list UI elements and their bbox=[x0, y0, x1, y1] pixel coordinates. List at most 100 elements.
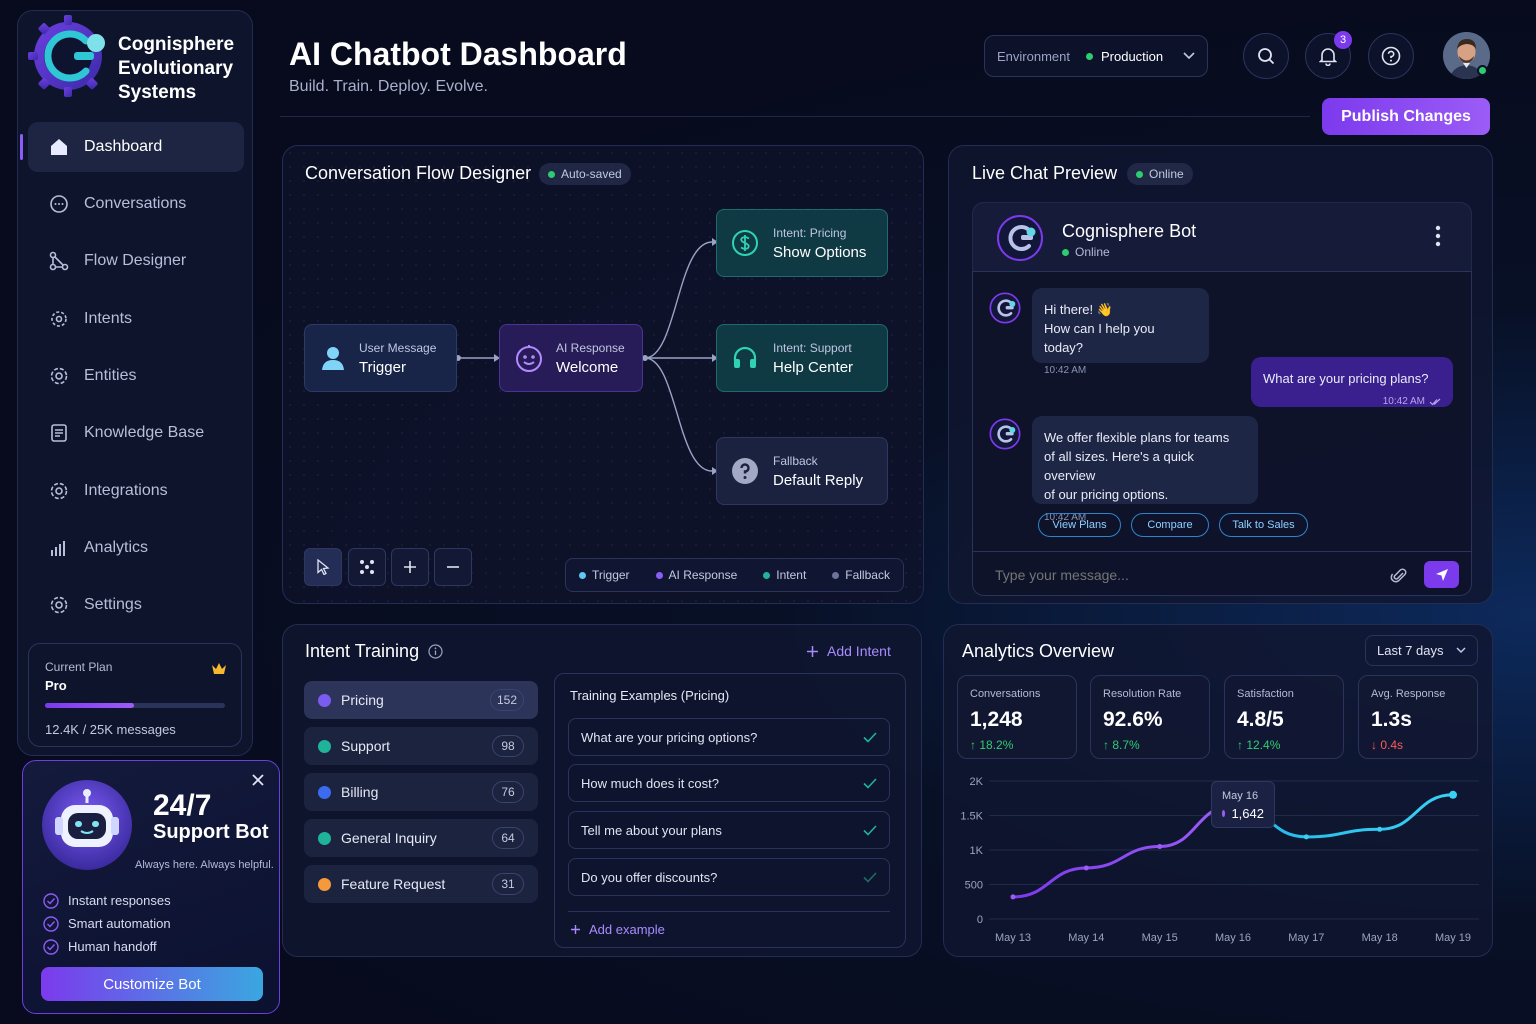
date-range-dropdown[interactable]: Last 7 days bbox=[1365, 635, 1478, 666]
user-avatar[interactable] bbox=[1443, 32, 1490, 79]
sidebar-item-label: Dashboard bbox=[84, 138, 163, 155]
page-title: AI Chatbot Dashboard bbox=[289, 36, 627, 72]
more-options-icon[interactable] bbox=[1434, 225, 1442, 247]
sidebar-item-label: Flow Designer bbox=[84, 252, 187, 269]
bell-icon bbox=[1319, 48, 1337, 66]
search-button[interactable] bbox=[1243, 33, 1289, 79]
send-button[interactable] bbox=[1424, 561, 1459, 588]
intent-count: 64 bbox=[492, 827, 524, 849]
flow-node-default-reply[interactable]: Fallback Default Reply bbox=[716, 437, 888, 505]
flow-node-help-center[interactable]: Intent: Support Help Center bbox=[716, 324, 888, 392]
bot-card-title: 24/7 bbox=[153, 789, 212, 822]
flow-node-welcome[interactable]: AI Response Welcome bbox=[499, 324, 643, 392]
intent-item-pricing[interactable]: Pricing 152 bbox=[304, 681, 538, 719]
stat-avg-response: Avg. Response 1.3s ↓ 0.4s bbox=[1358, 675, 1478, 759]
data-point bbox=[1449, 790, 1457, 799]
sidebar-item-flow-designer[interactable]: Flow Designer bbox=[28, 236, 244, 286]
bar-chart-icon bbox=[48, 537, 70, 559]
sidebar-item-label: Intents bbox=[84, 310, 133, 327]
quick-reply-talk-to-sales[interactable]: Talk to Sales bbox=[1219, 513, 1308, 537]
environment-selector[interactable]: Environment Production bbox=[984, 35, 1208, 77]
y-tick-label: 0 bbox=[977, 914, 983, 926]
feature-item: Human handoff bbox=[43, 935, 171, 958]
sidebar-item-conversations[interactable]: Conversations bbox=[28, 179, 244, 229]
x-tick-label: May 14 bbox=[1068, 932, 1104, 944]
intent-item-support[interactable]: Support 98 bbox=[304, 727, 538, 765]
sidebar-item-entities[interactable]: Entities bbox=[28, 351, 244, 401]
plan-usage-fill bbox=[45, 703, 135, 708]
add-intent-button[interactable]: Add Intent bbox=[806, 643, 891, 659]
intent-item-billing[interactable]: Billing 76 bbox=[304, 773, 538, 811]
customize-bot-button[interactable]: Customize Bot bbox=[41, 967, 263, 1001]
zoom-in-button[interactable] bbox=[391, 548, 429, 586]
x-tick-label: May 16 bbox=[1215, 932, 1251, 944]
intent-item-feature-request[interactable]: Feature Request 31 bbox=[304, 865, 538, 903]
sidebar-item-intents[interactable]: Intents bbox=[28, 294, 244, 344]
notifications-button[interactable]: 3 bbox=[1305, 31, 1352, 79]
plus-icon bbox=[807, 645, 818, 657]
data-point bbox=[1083, 865, 1089, 871]
training-example[interactable]: Do you offer discounts? bbox=[568, 858, 890, 896]
sidebar-item-label: Knowledge Base bbox=[84, 424, 205, 441]
close-icon[interactable] bbox=[251, 773, 265, 787]
check-circle-icon bbox=[43, 915, 59, 932]
flow-icon bbox=[48, 250, 70, 272]
fit-view-button[interactable] bbox=[348, 548, 386, 586]
info-icon[interactable] bbox=[428, 644, 443, 659]
sidebar-item-settings[interactable]: Settings bbox=[28, 580, 244, 630]
quick-reply-compare[interactable]: Compare bbox=[1131, 513, 1209, 537]
stat-conversations: Conversations 1,248 ↑ 18.2% bbox=[957, 675, 1077, 759]
chat-message-input[interactable] bbox=[985, 560, 1375, 590]
sidebar-item-analytics[interactable]: Analytics bbox=[28, 523, 244, 573]
node-name: Show Options bbox=[773, 243, 867, 261]
sidebar-item-dashboard[interactable]: Dashboard bbox=[20, 122, 244, 172]
intent-color-dot bbox=[318, 693, 331, 707]
add-example-button[interactable]: Add example bbox=[570, 922, 665, 937]
check-icon bbox=[863, 777, 877, 789]
chat-input-divider bbox=[973, 551, 1471, 552]
training-example[interactable]: Tell me about your plans bbox=[568, 811, 890, 849]
intent-item-general-inquiry[interactable]: General Inquiry 64 bbox=[304, 819, 538, 857]
data-point bbox=[1157, 844, 1163, 850]
zoom-out-button[interactable] bbox=[434, 548, 472, 586]
chart-tooltip: May 16 1,642 bbox=[1211, 781, 1275, 828]
sidebar-item-label: Settings bbox=[84, 596, 142, 613]
node-name: Welcome bbox=[556, 358, 619, 376]
sidebar-item-label: Integrations bbox=[84, 482, 168, 499]
plus-icon bbox=[571, 925, 580, 934]
training-example[interactable]: What are your pricing options? bbox=[568, 718, 890, 756]
publish-changes-button[interactable]: Publish Changes bbox=[1322, 98, 1490, 135]
home-icon bbox=[48, 136, 70, 158]
page-subtitle: Build. Train. Deploy. Evolve. bbox=[289, 78, 488, 95]
sidebar-item-knowledge-base[interactable]: Knowledge Base bbox=[28, 408, 244, 458]
plus-icon bbox=[404, 561, 416, 573]
target-icon bbox=[48, 308, 70, 330]
check-icon bbox=[863, 871, 877, 883]
cursor-icon bbox=[317, 559, 330, 575]
dollar-icon bbox=[731, 229, 759, 257]
crown-icon bbox=[211, 662, 227, 676]
bot-logo-icon bbox=[996, 214, 1044, 262]
message-line: of our pricing options. bbox=[1044, 487, 1169, 502]
header-divider bbox=[280, 116, 1310, 117]
chat-status-badge: Online bbox=[1127, 163, 1193, 185]
bot-card-subtitle: Support Bot bbox=[153, 821, 269, 843]
bot-name: Cognisphere Bot bbox=[1062, 221, 1197, 241]
training-examples-title: Training Examples (Pricing) bbox=[570, 688, 730, 703]
check-circle-icon bbox=[43, 938, 59, 955]
message-line: Hi there! 👋 bbox=[1044, 302, 1113, 317]
notification-badge: 3 bbox=[1334, 31, 1352, 49]
flow-node-trigger[interactable]: User Message Trigger bbox=[304, 324, 457, 392]
sidebar-item-label: Analytics bbox=[84, 539, 149, 556]
training-example[interactable]: How much does it cost? bbox=[568, 764, 890, 802]
help-button[interactable] bbox=[1368, 33, 1414, 79]
settings-icon bbox=[48, 594, 70, 616]
flow-node-show-options[interactable]: Intent: Pricing Show Options bbox=[716, 209, 888, 277]
sidebar-item-integrations[interactable]: Integrations bbox=[28, 466, 244, 516]
bot-status: Online bbox=[1062, 245, 1110, 259]
node-kind: AI Response bbox=[556, 340, 625, 355]
select-tool-button[interactable] bbox=[304, 548, 342, 586]
training-examples-box bbox=[554, 673, 906, 948]
quick-reply-view-plans[interactable]: View Plans bbox=[1038, 513, 1121, 537]
attachment-icon[interactable] bbox=[1390, 566, 1408, 584]
